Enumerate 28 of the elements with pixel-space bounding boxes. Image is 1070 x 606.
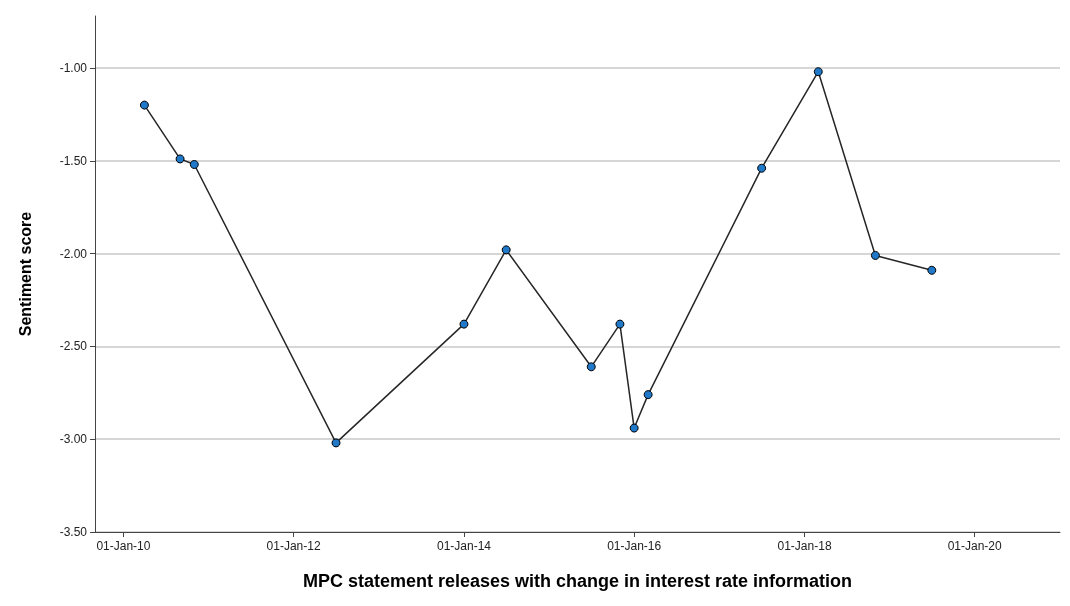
point [813,67,823,77]
point [175,154,185,164]
point [757,163,767,173]
y-tick-label: -2.00 [59,246,88,261]
x-tick-label: 01-Jan-10 [96,539,151,553]
point [870,250,880,260]
y-tick-label: -1.00 [59,60,88,75]
point [615,319,625,329]
point [501,245,511,255]
x-tick-label: 01-Jan-12 [266,539,321,553]
x-tick-label: 01-Jan-18 [777,539,832,553]
y-tick-label: -3.00 [59,432,88,447]
point [586,362,596,372]
point [629,423,639,433]
y-tick-label: -3.50 [59,525,88,539]
y-tick-label: -1.50 [59,153,88,168]
point [927,265,937,275]
point [139,100,149,110]
point [331,438,341,448]
x-tick-label: 01-Jan-20 [947,539,1003,553]
x-tick-label: 01-Jan-16 [607,539,662,553]
point [643,390,653,400]
y-axis-title: Sentiment score [16,211,34,337]
point [189,159,199,169]
y-tick-label: -2.50 [59,339,88,354]
point [459,319,469,329]
x-axis-title: MPC statement releases with change in interest rate information [302,571,853,591]
x-tick-label: 01-Jan-14 [436,539,492,553]
